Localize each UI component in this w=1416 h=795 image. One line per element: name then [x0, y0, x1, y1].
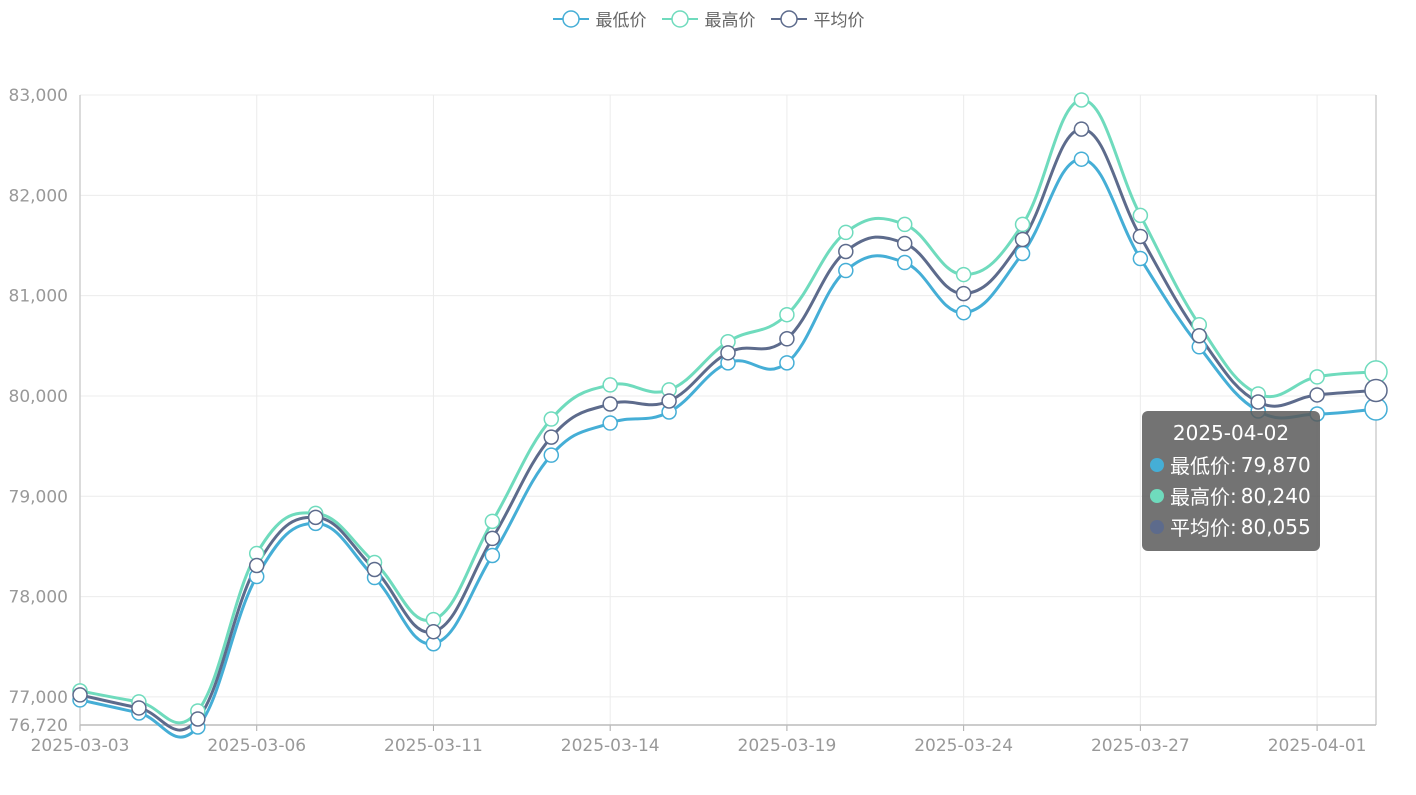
data-point-0: [955, 304, 972, 321]
data-point-0: [602, 415, 618, 431]
tooltip-dot-high: [1150, 488, 1164, 503]
y-tick-label: 81,000: [9, 287, 68, 307]
legend-item-avg[interactable]: 平均价: [770, 6, 865, 31]
data-point-0: [838, 262, 854, 279]
data-point-1: [1132, 207, 1149, 224]
y-tick-label: 82,000: [9, 186, 68, 206]
legend-symbol-low: [552, 9, 589, 28]
data-point-2: [366, 561, 383, 578]
tooltip-value-low: 79,870: [1240, 452, 1311, 477]
axes: 76,720 77,000 78,000 79,000 80,000 81,000 82,0…: [9, 86, 1377, 756]
y-tick-label: 80,000: [9, 387, 68, 407]
data-point-2: [955, 285, 972, 302]
tooltip-row-low: 最低价: 79,870: [1150, 449, 1312, 480]
x-tick-label: 2025-03-03: [31, 736, 130, 756]
data-point-2: [190, 711, 206, 727]
data-point-1: [896, 216, 913, 233]
x-tick-label: 2025-03-06: [207, 736, 306, 756]
data-point-2: [543, 429, 560, 445]
tooltip-row-avg: 平均价: 80,055: [1150, 511, 1312, 542]
data-point-0: [484, 547, 501, 564]
data-point-0: [1014, 245, 1031, 262]
data-point-1: [543, 411, 560, 427]
tooltip-row-high: 最高价: 80,240: [1150, 480, 1312, 511]
data-point-2: [661, 393, 677, 409]
tooltip-value-avg: 80,055: [1240, 514, 1311, 539]
data-points: [72, 92, 1388, 735]
data-point-2: [779, 331, 795, 347]
data-point-2: [1014, 231, 1031, 248]
x-tick-label: 2025-03-14: [561, 736, 660, 756]
data-point-2: [484, 530, 501, 547]
tooltip-dot-avg: [1150, 519, 1164, 534]
data-point-1: [838, 224, 854, 241]
data-point-2: [1364, 378, 1388, 403]
data-point-1: [1073, 92, 1090, 108]
y-tick-label: 76,720: [9, 716, 68, 736]
legend-symbol-avg: [770, 9, 807, 28]
legend-symbol-high: [661, 9, 698, 28]
data-point-0: [1073, 151, 1090, 167]
x-tick-label: 2025-04-01: [1268, 736, 1367, 756]
tooltip-dot-low: [1150, 457, 1164, 472]
data-point-0: [543, 447, 560, 463]
legend-label-high: 最高价: [704, 11, 756, 31]
data-point-1: [1014, 216, 1031, 233]
x-tick-label: 2025-03-27: [1091, 736, 1190, 756]
data-point-1: [602, 377, 618, 393]
data-point-1: [484, 513, 501, 530]
data-point-2: [720, 345, 736, 361]
data-point-2: [1073, 121, 1090, 137]
data-point-2: [131, 700, 147, 716]
tooltip-value-high: 80,240: [1240, 483, 1311, 508]
y-tick-label: 79,000: [9, 487, 68, 507]
x-tick-label: 2025-03-19: [738, 736, 837, 756]
data-point-2: [1191, 328, 1208, 344]
grid: [80, 94, 1376, 725]
tooltip-date: 2025-04-02: [1172, 421, 1290, 445]
tooltip-label-high: 最高价: [1170, 485, 1230, 509]
data-point-2: [602, 396, 618, 412]
data-point-2: [1309, 387, 1325, 403]
data-point-1: [779, 306, 795, 323]
data-point-2: [1132, 228, 1149, 245]
data-point-2: [72, 687, 88, 703]
tooltip-label-avg: 平均价: [1170, 516, 1230, 540]
x-tick-label: 2025-03-11: [384, 736, 483, 756]
data-point-2: [1250, 394, 1266, 410]
data-point-2: [248, 557, 265, 574]
legend-item-low[interactable]: 最低价: [552, 6, 647, 31]
tooltip-label-low: 最低价: [1170, 454, 1230, 478]
data-point-0: [779, 355, 795, 371]
legend: 最低价 最高价 平均价: [0, 6, 1416, 31]
data-point-0: [1132, 250, 1149, 267]
y-tick-label: 77,000: [9, 688, 68, 708]
data-point-2: [425, 623, 442, 640]
y-tick-label: 78,000: [9, 588, 68, 608]
data-point-2: [838, 243, 854, 260]
legend-label-avg: 平均价: [813, 11, 865, 31]
tooltip: 2025-04-02 最低价: 79,870 最高价: 80,240 平均价: …: [1142, 411, 1320, 551]
data-point-1: [955, 266, 972, 283]
data-point-1: [1309, 369, 1325, 385]
x-tick-label: 2025-03-24: [914, 736, 1013, 756]
legend-label-low: 最低价: [595, 11, 647, 31]
data-point-2: [896, 235, 913, 252]
data-point-0: [896, 254, 913, 271]
data-point-2: [307, 509, 324, 526]
y-tick-label: 83,000: [9, 86, 68, 106]
legend-item-high[interactable]: 最高价: [661, 6, 756, 31]
